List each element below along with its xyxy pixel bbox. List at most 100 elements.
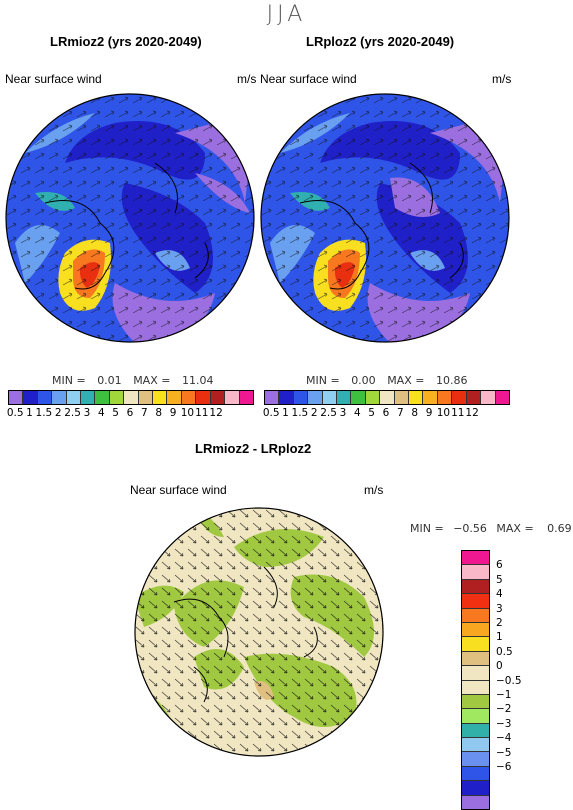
- colorbar-swatch: [23, 391, 38, 404]
- panel-2-max-label: MAX =: [387, 374, 425, 387]
- colorbar-tick-label: 9: [169, 407, 177, 419]
- colorbar-tick-label: 7: [141, 407, 148, 419]
- colorbar-tick-label: 12: [465, 407, 479, 419]
- colorbar-swatch: [462, 666, 489, 681]
- diff-max-value: 0.69: [547, 522, 572, 535]
- colorbar-swatch: [66, 391, 82, 404]
- colorbar-swatch: [452, 391, 467, 404]
- colorbar-swatch: [462, 565, 489, 580]
- colorbar-swatch: [365, 391, 381, 404]
- colorbar-swatch: [462, 723, 489, 739]
- panel-1-max-value: 11.04: [181, 374, 214, 387]
- colorbar-tick-label: 2.5: [320, 407, 337, 419]
- colorbar-tick-label: 0.5: [6, 407, 24, 419]
- colorbar-tick-label: 8: [155, 407, 163, 419]
- colorbar-tick-label: 2: [54, 407, 62, 419]
- colorbar-tick-label: 4: [97, 407, 105, 419]
- diff-panel-minmax: MIN = −0.56 MAX = 0.69: [410, 522, 572, 535]
- colorbar-tick-label: 5: [112, 407, 119, 419]
- colorbar-tick-label: 6: [382, 407, 390, 419]
- colorbar-swatch: [52, 391, 67, 404]
- colorbar-swatch: [462, 766, 489, 782]
- colorbar-swatch: [462, 709, 489, 724]
- colorbar-tick-label: 5: [496, 573, 503, 586]
- colorbar-swatch: [380, 391, 395, 404]
- colorbar-tick-label: −3: [496, 717, 512, 730]
- colorbar-swatch: [81, 391, 96, 404]
- panel-1-map: [5, 93, 255, 343]
- colorbar-swatch: [462, 651, 489, 667]
- colorbar-tick-label: 3: [496, 602, 503, 615]
- colorbar-swatch: [265, 391, 280, 404]
- diff-panel-title: LRmioz2 - LRploz2: [195, 441, 312, 456]
- colorbar-tick-label: 8: [411, 407, 419, 419]
- colorbar-tick-label: 10: [180, 407, 195, 419]
- colorbar-swatch: [462, 781, 489, 796]
- colorbar-tick-label: 1: [282, 407, 289, 419]
- colorbar-tick-label: 10: [436, 407, 451, 419]
- colorbar-tick-label: 2: [496, 617, 503, 629]
- colorbar-swatch: [437, 391, 453, 404]
- colorbar-swatch: [409, 391, 424, 404]
- colorbar-swatch: [308, 391, 323, 404]
- colorbar-tick-label: 2: [310, 407, 318, 419]
- colorbar-tick-label: 4: [353, 407, 361, 419]
- colorbar-swatch: [293, 391, 309, 404]
- panel-2-min-label: MIN =: [306, 374, 340, 387]
- colorbar-tick-label: 0.5: [496, 645, 513, 658]
- diff-max-label: MAX =: [496, 522, 534, 535]
- colorbar-swatch: [124, 391, 139, 404]
- panel-1-min-label: MIN =: [52, 374, 86, 387]
- panel-2-label: Near surface wind: [260, 72, 357, 86]
- colorbar-swatch: [462, 795, 489, 810]
- colorbar-tick-label: 1: [496, 631, 503, 644]
- colorbar-tick-label: 6: [496, 559, 503, 572]
- colorbar-swatch: [351, 391, 366, 404]
- diff-panel-map: [134, 507, 384, 757]
- colorbar-swatch: [9, 391, 24, 404]
- colorbar-swatch: [462, 738, 489, 753]
- colorbar-tick-label: 1.5: [291, 407, 309, 419]
- colorbar-tick-label: 0: [496, 660, 503, 673]
- panel-2-colorbar: [264, 390, 510, 405]
- panel-1-title: LRmioz2 (yrs 2020-2049): [50, 34, 202, 49]
- colorbar-tick-label: −2: [496, 703, 512, 716]
- colorbar-tick-label: −6: [496, 761, 512, 773]
- colorbar-swatch: [462, 608, 489, 623]
- colorbar-tick-label: 2.5: [64, 407, 81, 419]
- colorbar-tick-label: −4: [496, 732, 512, 745]
- colorbar-swatch: [239, 391, 253, 404]
- colorbar-swatch: [322, 391, 338, 404]
- colorbar-swatch: [394, 391, 410, 404]
- diff-panel-label: Near surface wind: [130, 483, 227, 497]
- panel-2-title: LRploz2 (yrs 2020-2049): [306, 34, 455, 49]
- colorbar-swatch: [495, 391, 509, 404]
- diff-min-value: −0.56: [453, 522, 487, 535]
- colorbar-tick-label: 9: [425, 407, 433, 419]
- colorbar-tick-label: 7: [397, 407, 404, 419]
- colorbar-tick-label: 11: [451, 407, 465, 419]
- colorbar-tick-label: 1: [26, 407, 33, 419]
- panel-1-units: m/s: [237, 72, 257, 86]
- colorbar-swatch: [462, 551, 489, 566]
- diff-colorbar: [461, 550, 490, 810]
- diff-panel-units: m/s: [364, 483, 384, 497]
- colorbar-swatch: [462, 752, 489, 767]
- colorbar-tick-label: 1.5: [35, 407, 53, 419]
- season-title: JJA: [266, 2, 307, 27]
- colorbar-swatch: [462, 622, 489, 638]
- panel-2-map: [260, 93, 510, 343]
- panel-2-max-value: 10.86: [435, 374, 468, 387]
- panel-1-max-label: MAX =: [133, 374, 171, 387]
- colorbar-tick-label: 0.5: [262, 407, 280, 419]
- panel-1-minmax: MIN = 0.01 MAX = 11.04: [52, 374, 213, 387]
- colorbar-swatch: [337, 391, 352, 404]
- colorbar-swatch: [481, 391, 496, 404]
- colorbar-swatch: [423, 391, 438, 404]
- panel-2-units: m/s: [492, 72, 512, 86]
- colorbar-swatch: [466, 391, 482, 404]
- colorbar-tick-label: −0.5: [496, 674, 522, 687]
- colorbar-tick-label: 3: [83, 407, 91, 419]
- panel-1-min-value: 0.01: [97, 374, 122, 387]
- colorbar-tick-label: 12: [209, 407, 223, 419]
